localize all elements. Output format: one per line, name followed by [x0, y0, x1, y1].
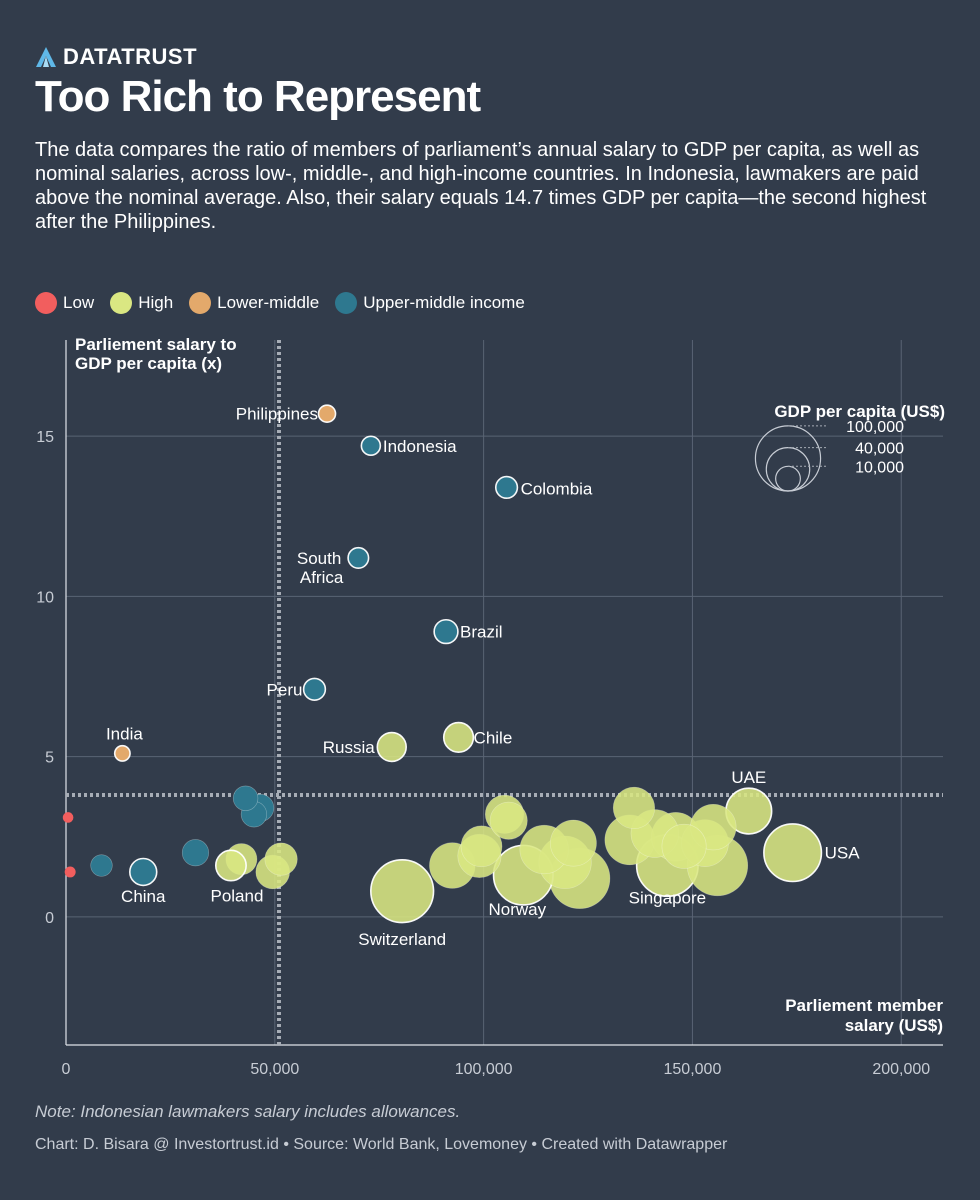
point: [62, 812, 74, 823]
legend-label-low: Low: [63, 293, 95, 312]
point-philippines: [317, 404, 337, 424]
point-label-indonesia: Indonesia: [383, 437, 457, 456]
y-axis-title: Parliement salary to GDP per capita (x): [75, 335, 237, 373]
point: [550, 819, 597, 867]
y-tick-label: 0: [45, 910, 54, 927]
point: [460, 825, 503, 868]
y-tick-label: 15: [36, 429, 54, 446]
point-poland: [214, 849, 247, 882]
point-switzerland: [370, 859, 435, 924]
color-legend: Low High Lower-middle Upper-middle incom…: [35, 292, 541, 314]
point-india: [113, 744, 131, 762]
point-label-singapore: Singapore: [629, 889, 707, 908]
point-label-india: India: [106, 724, 143, 743]
point-russia: [376, 731, 407, 763]
point-label-poland: Poland: [210, 887, 263, 906]
x-tick-label: 100,000: [455, 1061, 513, 1078]
legend-item-upper-middle: Upper-middle income: [335, 292, 525, 314]
point-indonesia: [360, 435, 382, 457]
y-tick-label: 10: [36, 589, 54, 606]
point-label-peru: Peru: [267, 680, 303, 699]
size-legend-circle: [754, 425, 822, 492]
point-label-china: China: [121, 887, 166, 906]
legend-label-upper-middle: Upper-middle income: [363, 293, 525, 312]
size-legend-label: 40,000: [855, 441, 904, 458]
x-tick-label: 200,000: [872, 1061, 930, 1078]
legend-swatch-upper-middle: [335, 292, 358, 314]
legend-label-high: High: [138, 293, 174, 312]
legend-label-lower-middle: Lower-middle: [217, 293, 320, 312]
x-tick-label: 150,000: [664, 1061, 722, 1078]
chart-credit: Chart: D. Bisara @ Investortrust.id • So…: [35, 1136, 728, 1153]
size-legend-title: GDP per capita (US$): [774, 402, 945, 421]
point-label-philippines: Philippines: [236, 405, 318, 424]
point-usa: [763, 823, 823, 883]
point-label-south-africa: South Africa: [297, 549, 344, 587]
size-legend-label: 100,000: [846, 419, 904, 436]
legend-item-high: High: [110, 292, 173, 314]
point: [64, 866, 76, 878]
x-tick-label: 50,000: [250, 1061, 299, 1078]
point-peru: [302, 677, 327, 701]
point: [489, 801, 528, 840]
legend-swatch-low: [35, 292, 57, 314]
legend-item-low: Low: [35, 292, 94, 314]
chart-note: Note: Indonesian lawmakers salary includ…: [35, 1102, 461, 1121]
point-label-russia: Russia: [323, 738, 376, 757]
brand-name: DATATRUST: [63, 44, 198, 69]
point-label-uae: UAE: [731, 768, 766, 787]
scatter-chart: 0 50,000 100,000 150,000 200,000 0 5 10 15 Parlie…: [36, 335, 945, 1078]
point: [232, 785, 259, 811]
brand-logo: DATATRUST: [35, 44, 197, 70]
point: [90, 854, 113, 877]
point-label-brazil: Brazil: [460, 623, 503, 642]
point-label-switzerland: Switzerland: [358, 930, 446, 949]
legend-item-lower-middle: Lower-middle: [189, 292, 319, 314]
size-legend-circle: [775, 465, 801, 492]
datatrust-logo-icon: [36, 47, 56, 67]
point-brazil: [433, 618, 459, 645]
chart-subtitle: The data compares the ratio of members o…: [35, 139, 927, 233]
y-tick-label: 5: [45, 750, 54, 767]
point: [264, 842, 298, 876]
legend-swatch-high: [110, 292, 133, 314]
point-south-africa: [347, 546, 370, 569]
x-axis-title: Parliement member salary (US$): [785, 996, 943, 1035]
point-label-usa: USA: [825, 844, 861, 863]
point: [661, 823, 707, 869]
point-label-norway: Norway: [488, 900, 546, 919]
point: [181, 839, 210, 867]
point-chile: [442, 721, 475, 753]
size-legend-label: 10,000: [855, 459, 904, 476]
size-legend-circle: [765, 446, 811, 492]
point-colombia: [494, 475, 519, 500]
point: [612, 786, 656, 829]
point-label-chile: Chile: [474, 728, 513, 747]
chart-title: Too Rich to Represent: [35, 72, 481, 121]
point-label-colombia: Colombia: [521, 479, 593, 498]
point-china: [129, 857, 158, 887]
legend-swatch-lower-middle: [189, 292, 212, 314]
x-tick-label: 0: [62, 1061, 71, 1078]
